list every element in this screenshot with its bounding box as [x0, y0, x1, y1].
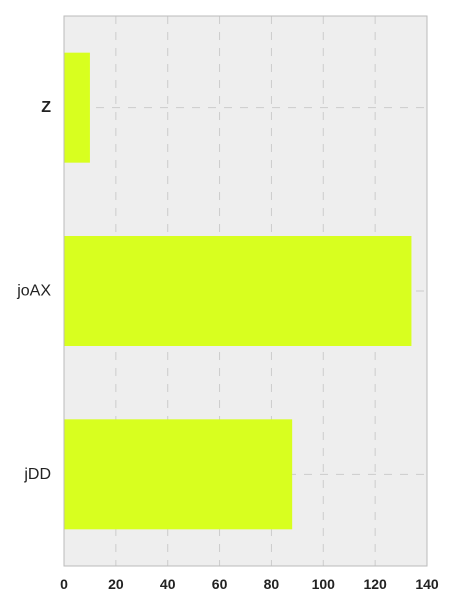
y-tick-label: joAX: [16, 283, 51, 300]
bars: [64, 52, 412, 530]
y-tick-label: Z: [41, 99, 51, 116]
bar-joax: [64, 236, 412, 346]
x-tick-label: 100: [312, 576, 336, 592]
x-tick-label: 40: [160, 576, 176, 592]
x-tick-label: 20: [108, 576, 124, 592]
x-axis-tick-labels: 0 20 40 60 80 100 120 140: [60, 576, 439, 592]
x-tick-label: 80: [264, 576, 280, 592]
x-tick-label: 140: [415, 576, 439, 592]
bar-z: [64, 52, 90, 163]
y-tick-label: jDD: [23, 466, 51, 483]
x-tick-label: 0: [60, 576, 68, 592]
x-tick-label: 120: [363, 576, 387, 592]
x-tick-label: 60: [212, 576, 228, 592]
plot-frame: [63, 15, 428, 567]
bar-jdd: [64, 419, 293, 530]
